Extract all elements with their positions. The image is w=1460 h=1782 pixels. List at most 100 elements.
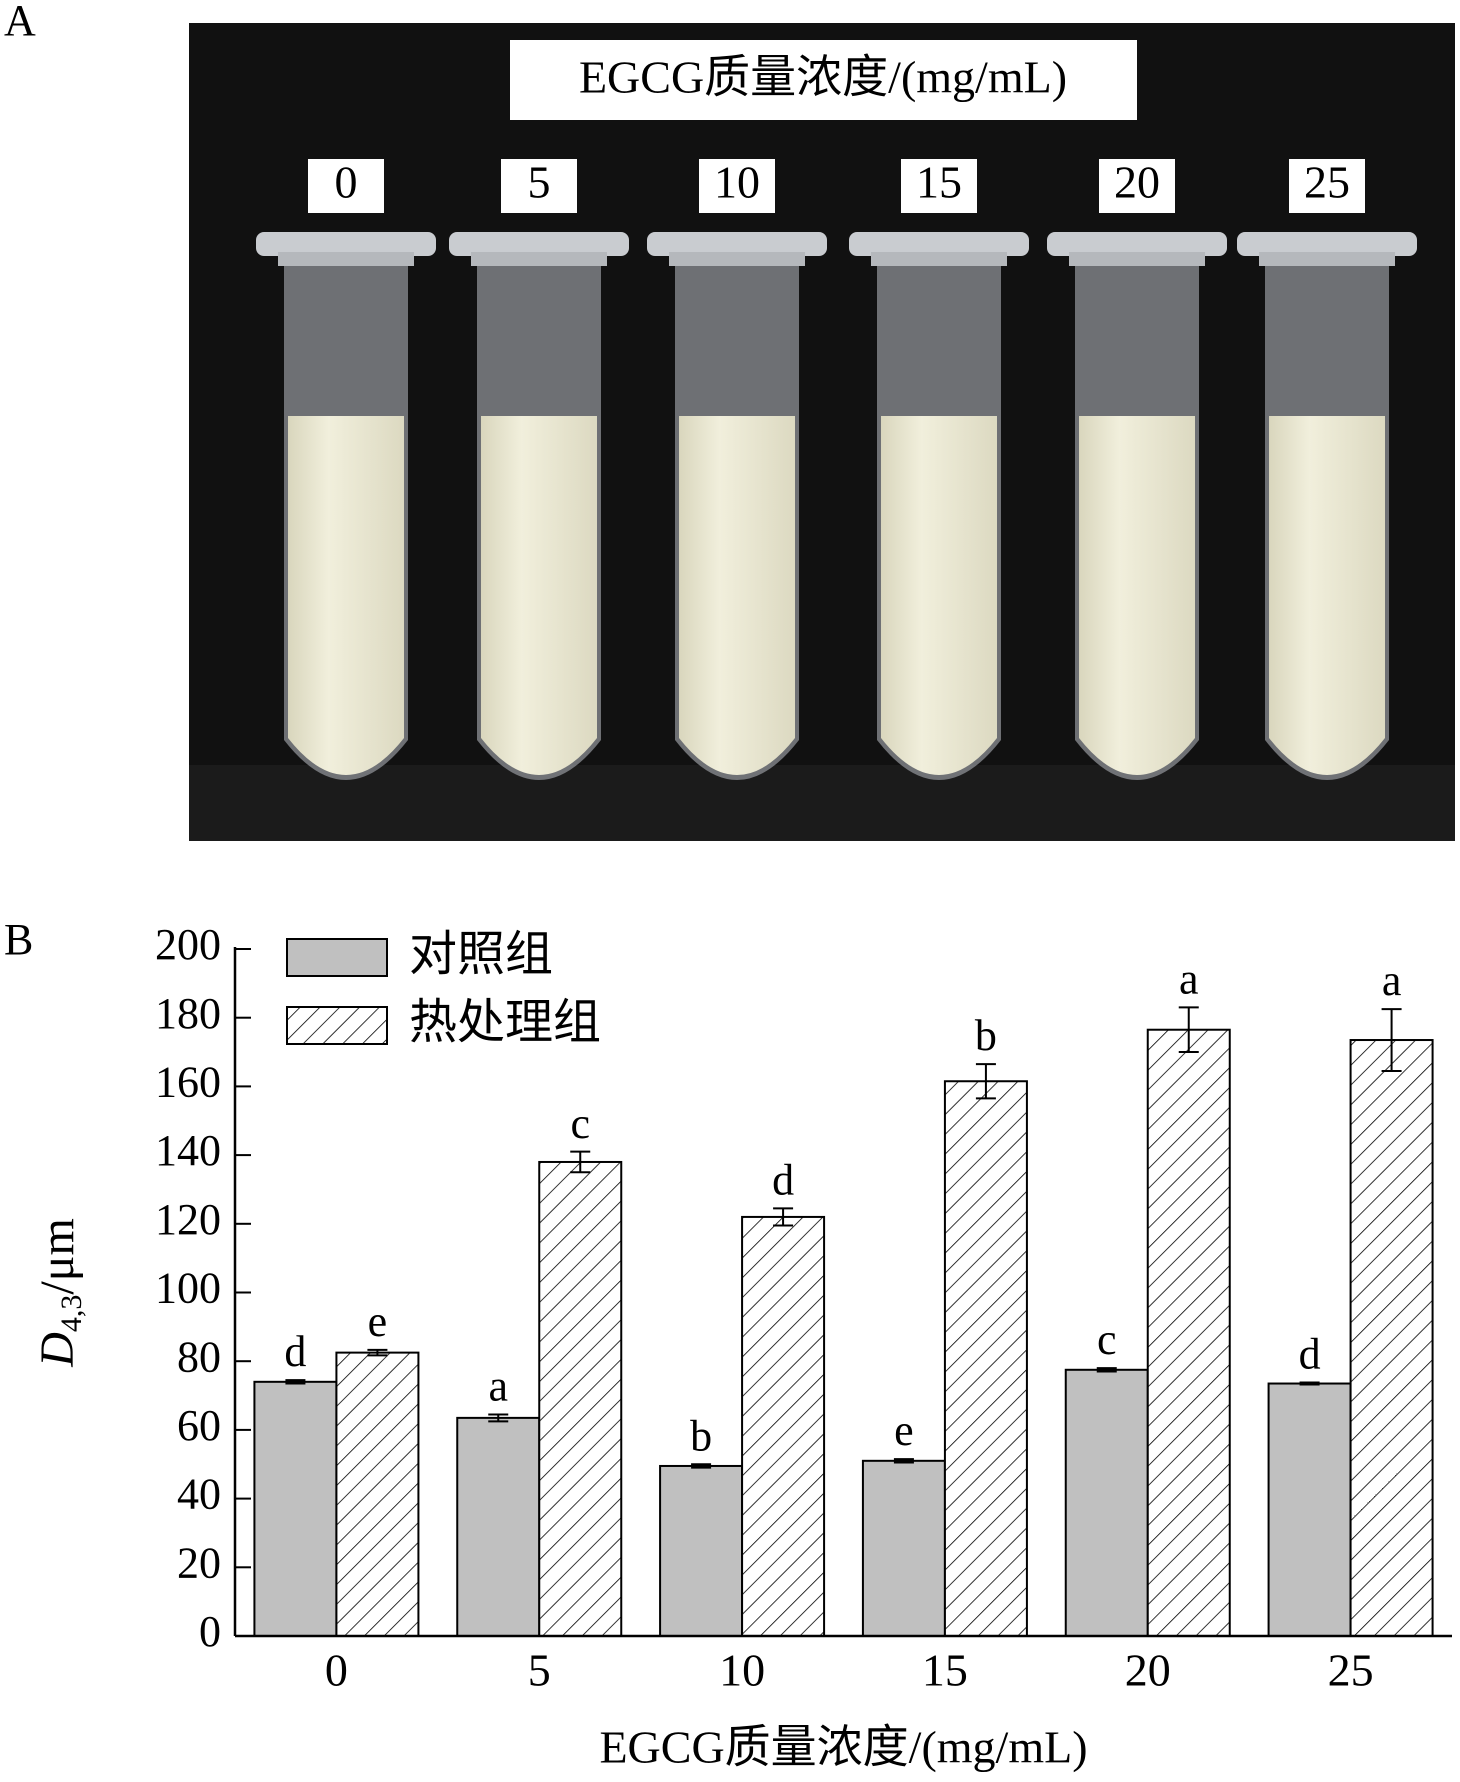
- bar: [741, 1215, 826, 1638]
- x-tick-label: 10: [719, 1645, 765, 1696]
- tube-label-box: [308, 159, 384, 213]
- significance-letter: d: [1299, 1330, 1321, 1379]
- significance-letter: b: [690, 1411, 712, 1460]
- x-tick-label: 5: [528, 1645, 551, 1696]
- tube-cap: [647, 232, 827, 256]
- tube-label-box: [699, 159, 775, 213]
- error-bar: [975, 1063, 996, 1100]
- photo-floor: [189, 765, 1455, 841]
- error-bar: [285, 1379, 306, 1385]
- error-bar: [570, 1150, 591, 1174]
- x-tick-label: 20: [1125, 1645, 1171, 1696]
- y-axis-title: D4,3/μm: [31, 1218, 88, 1368]
- tube-liquid: [1079, 416, 1195, 775]
- tube-rim: [669, 252, 805, 266]
- bar: [659, 1464, 744, 1638]
- error-bar: [367, 1348, 388, 1357]
- bar: [943, 1080, 1028, 1638]
- panel-label: A: [4, 0, 36, 45]
- bar: [538, 1160, 623, 1637]
- bar: [1146, 1028, 1231, 1638]
- x-tick-label: 0: [325, 1645, 348, 1696]
- y-tick-label: 80: [177, 1332, 221, 1381]
- y-axis-title-unit: /μm: [31, 1218, 84, 1294]
- tube-label-box: [901, 159, 977, 213]
- tube-cap: [1237, 232, 1417, 256]
- photo-title-box: [510, 40, 1137, 120]
- y-tick-label: 160: [155, 1057, 221, 1106]
- bar: [253, 1380, 338, 1638]
- y-tick-label: 60: [177, 1401, 221, 1450]
- bar: [1349, 1039, 1434, 1637]
- tube-cap: [849, 232, 1029, 256]
- bar: [1267, 1382, 1352, 1637]
- significance-letter: d: [284, 1327, 306, 1376]
- tube-liquid: [679, 416, 795, 775]
- significance-letter: b: [975, 1011, 997, 1060]
- tube-label-box: [1289, 159, 1365, 213]
- tube-liquid: [881, 416, 997, 775]
- legend-label: 热处理组: [409, 996, 601, 1049]
- error-bar: [1096, 1367, 1117, 1373]
- y-tick-label: 120: [155, 1195, 221, 1244]
- significance-letter: a: [1382, 956, 1402, 1005]
- significance-letter: c: [1097, 1315, 1117, 1364]
- error-bar: [1299, 1381, 1320, 1386]
- error-bar: [893, 1458, 914, 1464]
- error-bar: [691, 1463, 712, 1469]
- y-tick-label: 200: [155, 920, 221, 969]
- y-tick-label: 100: [155, 1264, 221, 1313]
- bar: [335, 1351, 420, 1638]
- y-tick-label: 180: [155, 989, 221, 1038]
- x-tick-label: 25: [1328, 1645, 1374, 1696]
- y-tick-label: 0: [199, 1607, 221, 1656]
- tube-rim: [1259, 252, 1395, 266]
- error-bar: [488, 1413, 509, 1423]
- significance-letter: a: [488, 1362, 508, 1411]
- legend-label: 对照组: [409, 928, 553, 981]
- tube-cap: [449, 232, 629, 256]
- tube-liquid: [288, 416, 404, 775]
- tubes: 0 5 10 15 20 25: [256, 157, 1417, 780]
- legend-swatch: [286, 1006, 388, 1045]
- tube-liquid: [1269, 416, 1385, 775]
- panel-label: B: [4, 915, 33, 964]
- legend-swatch: [286, 938, 388, 977]
- error-bar: [773, 1207, 794, 1227]
- error-bar: [1381, 1008, 1402, 1072]
- tube-rim: [1069, 252, 1205, 266]
- x-axis-title: EGCG质量浓度/(mg/mL): [599, 1722, 1087, 1773]
- tube-label-box: [501, 159, 577, 213]
- photo-title: EGCG质量浓度/(mg/mL): [579, 52, 1067, 103]
- tube-rim: [871, 252, 1007, 266]
- tube-label: 0: [335, 157, 358, 208]
- bar: [1064, 1368, 1149, 1637]
- significance-letter: e: [894, 1406, 914, 1455]
- bar: [861, 1459, 946, 1637]
- y-axis-title-subscript: 4,3: [55, 1295, 88, 1333]
- tube-label: 5: [528, 157, 551, 208]
- tube-cap: [1047, 232, 1227, 256]
- tube-rim: [471, 252, 607, 266]
- y-tick-label: 40: [177, 1470, 221, 1519]
- chart: 0 20 40 60 80 100 120 140 160 180 200 D4,3/μm 0 d e 5 a c…: [31, 920, 1452, 1773]
- bar: [456, 1416, 541, 1637]
- tube-label: 15: [916, 157, 962, 208]
- tube-label: 25: [1304, 157, 1350, 208]
- y-tick-label: 140: [155, 1126, 221, 1175]
- tube-liquid: [481, 416, 597, 775]
- error-bar: [1178, 1006, 1199, 1054]
- y-axis-title-symbol: D: [31, 1332, 84, 1368]
- significance-letter: a: [1179, 954, 1199, 1003]
- tube-rim: [278, 252, 414, 266]
- x-tick-label: 15: [922, 1645, 968, 1696]
- significance-letter: e: [368, 1297, 388, 1346]
- tube-label: 20: [1114, 157, 1160, 208]
- significance-letter: c: [570, 1099, 590, 1148]
- tube-label: 10: [714, 157, 760, 208]
- tube-label-box: [1099, 159, 1175, 213]
- y-tick-label: 20: [177, 1538, 221, 1587]
- significance-letter: d: [772, 1155, 794, 1204]
